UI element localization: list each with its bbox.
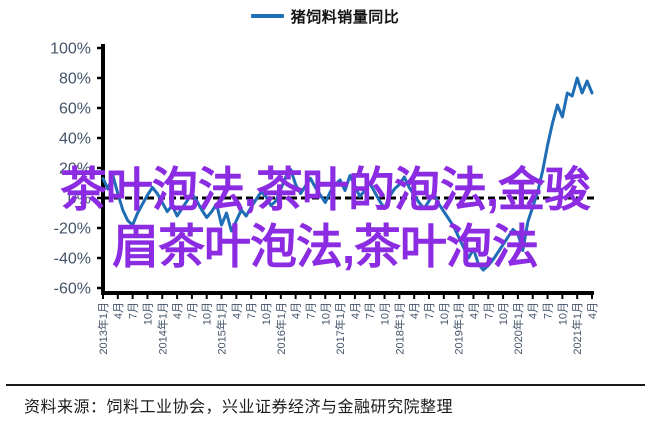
- svg-text:60%: 60%: [59, 101, 91, 118]
- svg-text:7月: 7月: [128, 302, 140, 319]
- svg-text:7月: 7月: [305, 302, 317, 319]
- svg-text:7月: 7月: [483, 302, 495, 319]
- svg-text:2020年1月: 2020年1月: [511, 302, 525, 355]
- svg-text:2016年1月: 2016年1月: [274, 302, 288, 355]
- svg-text:10月: 10月: [498, 302, 510, 325]
- svg-text:4月: 4月: [528, 302, 540, 319]
- svg-text:4月: 4月: [291, 302, 303, 319]
- svg-text:7月: 7月: [187, 302, 199, 319]
- svg-text:4月: 4月: [113, 302, 125, 319]
- svg-text:7月: 7月: [365, 302, 377, 319]
- svg-text:4月: 4月: [409, 302, 421, 319]
- svg-text:4月: 4月: [587, 302, 599, 319]
- line-chart: 100%80%60%40%20%0%-20%-40%-60%2013年1月 4月 7…: [50, 41, 599, 355]
- svg-text:-60%: -60%: [54, 281, 91, 298]
- svg-text:0%: 0%: [68, 191, 91, 208]
- svg-text:2019年1月: 2019年1月: [452, 302, 466, 355]
- svg-text:10月: 10月: [202, 302, 214, 325]
- svg-text:4月: 4月: [231, 302, 243, 319]
- svg-text:10月: 10月: [142, 302, 154, 325]
- svg-text:7月: 7月: [543, 302, 555, 319]
- svg-text:2014年1月: 2014年1月: [155, 302, 169, 355]
- legend-line-swatch: [250, 14, 284, 18]
- overlay-line-2: 眉茶叶泡法,茶叶泡法: [111, 220, 539, 273]
- svg-text:2013年1月: 2013年1月: [96, 302, 110, 355]
- svg-text:10月: 10月: [261, 302, 273, 325]
- svg-text:4月: 4月: [172, 302, 184, 319]
- svg-text:2021年1月: 2021年1月: [570, 302, 584, 355]
- svg-text:10月: 10月: [380, 302, 392, 325]
- svg-text:7月: 7月: [246, 302, 258, 319]
- overlay-watermark-text: 茶叶泡法,茶叶的泡法,金骏 眉茶叶泡法,茶叶泡法: [0, 161, 650, 275]
- svg-text:2015年1月: 2015年1月: [215, 302, 229, 355]
- source-note: 资料来源：饲料工业协会，兴业证券经济与金融研究院整理: [24, 399, 454, 416]
- svg-text:20%: 20%: [59, 161, 91, 178]
- svg-text:7月: 7月: [424, 302, 436, 319]
- svg-text:10月: 10月: [320, 302, 332, 325]
- footer-divider: [6, 384, 645, 386]
- svg-text:4月: 4月: [350, 302, 362, 319]
- overlay-line-1: 茶叶泡法,茶叶的泡法,金骏: [59, 163, 591, 216]
- svg-text:80%: 80%: [59, 71, 91, 88]
- svg-text:2018年1月: 2018年1月: [392, 302, 406, 355]
- svg-text:-40%: -40%: [54, 251, 91, 268]
- svg-text:100%: 100%: [50, 41, 91, 58]
- svg-text:40%: 40%: [59, 131, 91, 148]
- svg-text:-20%: -20%: [54, 221, 91, 238]
- legend-label: 猪饲料销量同比: [290, 8, 400, 26]
- svg-text:10月: 10月: [439, 302, 451, 325]
- svg-text:2017年1月: 2017年1月: [333, 302, 347, 355]
- svg-text:4月: 4月: [468, 302, 480, 319]
- chart-legend: 猪饲料销量同比: [0, 5, 650, 27]
- svg-text:10月: 10月: [557, 302, 569, 325]
